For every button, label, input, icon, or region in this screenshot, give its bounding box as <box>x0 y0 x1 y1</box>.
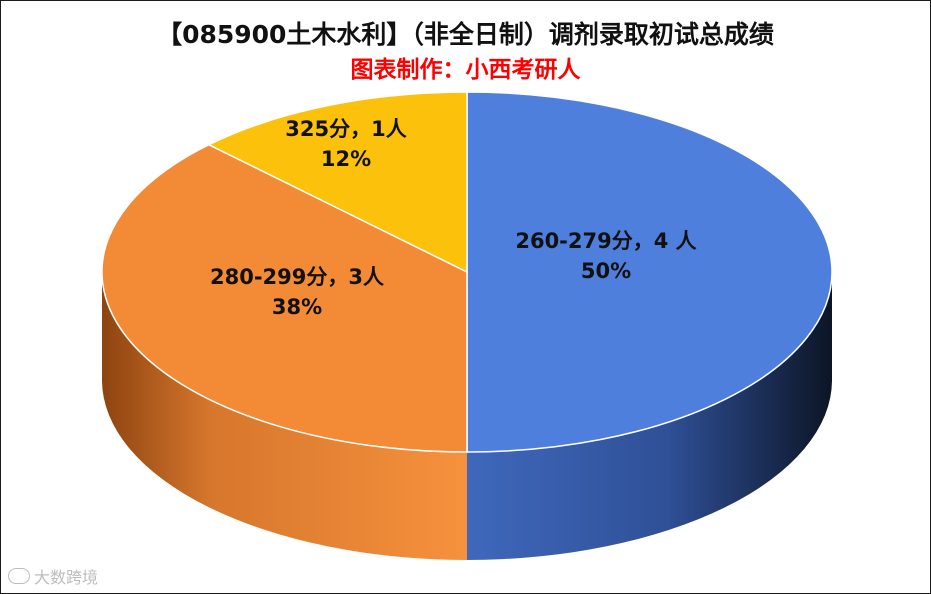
watermark-logo-icon <box>8 568 30 584</box>
data-percent-1: 38% <box>272 295 322 319</box>
pie-slice-side-0 <box>467 272 832 560</box>
data-label-1: 280-299分，3人 <box>210 265 384 289</box>
data-label-0: 260-279分，4 人 <box>515 229 696 253</box>
watermark: 大数跨境 <box>8 564 98 588</box>
watermark-text: 大数跨境 <box>34 568 99 587</box>
data-percent-0: 50% <box>581 259 631 283</box>
pie-slice-1 <box>101 143 468 453</box>
data-percent-2: 12% <box>321 147 371 171</box>
pie-slice-side-1 <box>102 272 467 560</box>
data-label-2: 325分，1人 <box>285 117 406 141</box>
pie-slice-2 <box>207 91 468 274</box>
chart-title: 【085900土木水利】（非全日制）调剂录取初试总成绩 <box>157 20 774 49</box>
pie-slice-0 <box>466 91 833 453</box>
chart-subtitle: 图表制作：小西考研人 <box>350 57 581 83</box>
